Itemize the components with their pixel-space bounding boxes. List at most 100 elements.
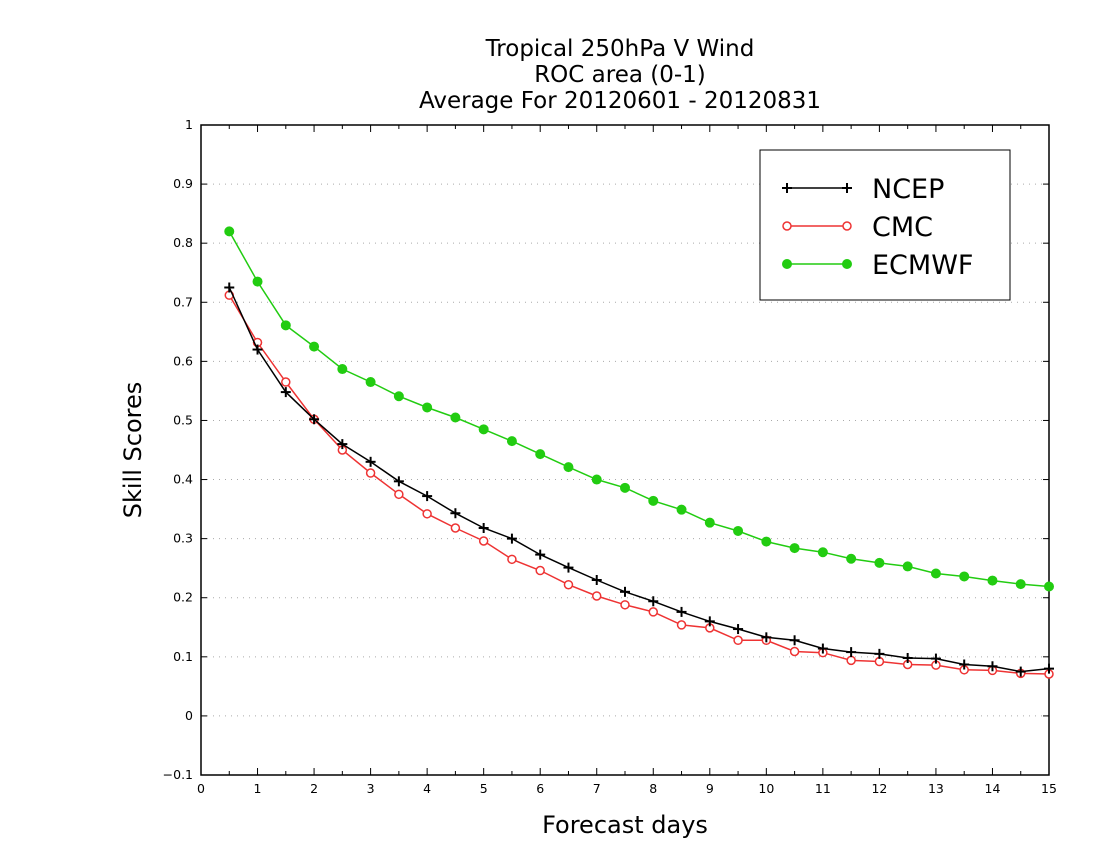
point-ecmwf [280, 320, 291, 331]
x-tick-label: 11 [815, 781, 831, 796]
x-tick-label: 14 [985, 781, 1001, 796]
point-ecmwf [1044, 581, 1054, 592]
y-tick-label: 0.1 [173, 649, 193, 664]
point-ecmwf [535, 449, 546, 460]
point-ncep [817, 643, 828, 654]
y-tick-label: 0.5 [173, 412, 193, 427]
legend-label-ecmwf: ECMWF [872, 250, 973, 281]
x-tick-label: 7 [593, 781, 601, 796]
point-ecmwf [648, 495, 659, 506]
point-ncep [874, 648, 885, 659]
point-ncep [450, 508, 461, 519]
point-ncep [761, 632, 772, 643]
point-ecmwf [393, 391, 404, 402]
point-cmc [281, 377, 291, 387]
point-ecmwf [789, 543, 800, 554]
x-tick-label: 12 [871, 781, 887, 796]
legend-item-ncep: NCEP [782, 174, 944, 205]
point-ncep [309, 414, 320, 425]
series-cmc [224, 290, 1054, 679]
point-ecmwf [224, 226, 235, 237]
y-tick-label: 0.6 [173, 353, 193, 368]
point-ecmwf [902, 561, 913, 572]
point-ncep [902, 653, 913, 663]
x-tick-label: 0 [197, 781, 205, 796]
x-tick-label: 2 [310, 781, 318, 796]
point-ncep [959, 659, 970, 670]
point-ncep [987, 661, 998, 672]
y-axis-label: Skill Scores [119, 382, 147, 519]
x-tick-label: 10 [758, 781, 774, 796]
x-axis-label: Forecast days [542, 811, 708, 839]
point-ncep [846, 647, 857, 658]
y-tick-label: 0.2 [173, 590, 193, 605]
legend-box [759, 149, 1011, 301]
point-cmc [676, 620, 687, 630]
point-cmc [846, 655, 856, 666]
point-ecmwf [761, 536, 772, 547]
legend-label-cmc: CMC [872, 212, 933, 243]
chart-title-line-2: ROC area (0-1) [534, 62, 706, 88]
x-tick-label: 15 [1041, 781, 1057, 796]
x-tick-label: 9 [706, 781, 714, 796]
point-ncep [563, 562, 574, 573]
series-ncep [224, 282, 1054, 677]
point-cmc [733, 635, 743, 646]
x-tick-label: 1 [254, 781, 262, 796]
point-cmc [563, 579, 574, 590]
point-cmc [365, 468, 376, 478]
point-ecmwf [309, 341, 320, 352]
series-ecmwf [224, 226, 1054, 592]
point-ncep [478, 523, 489, 533]
point-ecmwf [1015, 579, 1026, 590]
point-ecmwf [620, 482, 630, 493]
point-ecmwf [252, 276, 263, 287]
x-tick-label: 4 [423, 781, 431, 796]
point-ncep [365, 456, 376, 467]
point-ncep [393, 476, 404, 487]
point-ncep [535, 549, 546, 560]
chart-title-line-3: Average For 20120601 - 20120831 [418, 88, 822, 114]
point-ncep [224, 282, 235, 293]
point-ecmwf [337, 364, 348, 375]
legend-marker-cmc [842, 221, 852, 231]
y-tick-label: −0.1 [163, 767, 193, 782]
point-ncep [280, 387, 291, 398]
point-ncep [789, 635, 800, 646]
legend-marker-ncep [782, 183, 792, 193]
point-ncep [704, 616, 715, 627]
legend-marker-ecmwf [842, 259, 852, 269]
point-ncep [1015, 666, 1026, 677]
x-tick-label: 5 [480, 781, 488, 796]
series-line-cmc [228, 294, 1050, 675]
legend: NCEP CMC ECMWF [759, 149, 1011, 301]
y-tick-label: 0.7 [173, 294, 193, 309]
point-ecmwf [422, 402, 433, 413]
x-tick-label: 13 [928, 781, 944, 796]
point-ecmwf [846, 553, 857, 564]
point-ecmwf [478, 424, 489, 435]
legend-marker-cmc [782, 221, 792, 231]
point-cmc [507, 554, 517, 565]
y-tick-label: 0.3 [173, 531, 193, 546]
legend-item-ecmwf: ECMWF [782, 250, 973, 281]
point-ncep [676, 606, 687, 617]
point-cmc [422, 509, 432, 519]
y-tick-label: 0.8 [173, 235, 193, 250]
legend-item-cmc: CMC [782, 212, 933, 243]
point-cmc [450, 523, 461, 533]
point-ecmwf [563, 462, 574, 473]
y-tick-label: 0.9 [173, 176, 193, 191]
point-ecmwf [817, 547, 828, 558]
point-ecmwf [506, 436, 517, 447]
point-cmc [394, 489, 404, 500]
point-cmc [591, 591, 602, 601]
point-ecmwf [987, 575, 998, 586]
point-ncep [422, 491, 433, 502]
point-cmc [620, 600, 630, 610]
point-ncep [930, 653, 941, 664]
point-ncep [733, 624, 744, 635]
y-tick-label: 1 [185, 117, 193, 132]
point-ecmwf [874, 557, 885, 568]
